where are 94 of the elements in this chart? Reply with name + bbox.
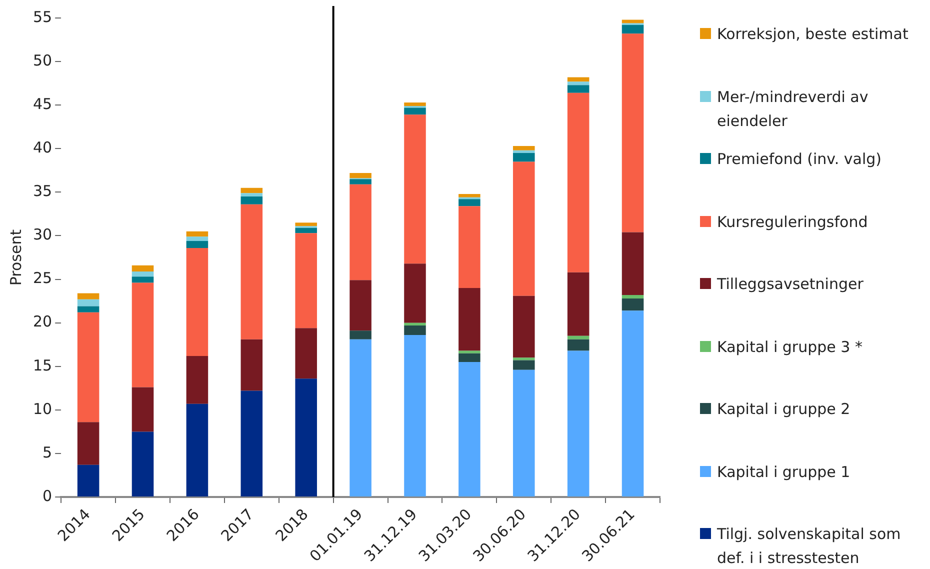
bar [458,350,480,354]
bar [240,204,263,340]
bar [295,233,317,328]
bar [458,206,480,288]
y-tick-label: 10 [32,400,52,418]
bar [622,298,644,311]
bar [622,24,644,34]
legend-label: Tilgj. solvenskapital som def. i i stresstesten [717,524,902,569]
bar [186,248,208,356]
bar [567,85,590,93]
y-tick-label: 5 [42,443,52,462]
bar [404,264,426,323]
bar [186,240,208,248]
bar [512,360,535,370]
bar [77,293,100,300]
y-tick-label: 30 [32,226,52,244]
bar [132,265,154,272]
bar [458,194,480,198]
bar [567,350,590,497]
y-tick-label: 45 [32,94,52,113]
bar [350,339,372,497]
bar [404,322,426,326]
bar [295,228,317,234]
bar [350,173,372,178]
legend-label: Tilleggsavsetninger [717,274,864,295]
bar [350,184,372,280]
legend-label: Kapital i gruppe 2 [717,399,850,420]
bar [186,404,208,497]
bar [622,232,644,295]
bar [350,179,372,184]
bar [512,153,535,162]
bar [512,150,535,153]
bar [512,296,535,358]
bar [622,34,644,232]
bar [240,188,263,194]
legend-label: Premiefond (inv. valg) [717,149,882,170]
legend-label: Mer-/mindreverdi av eiendeler [717,86,870,132]
y-tick-label: 15 [32,356,52,374]
bar [567,92,590,272]
y-tick-label: 0 [42,486,52,505]
bar [77,312,100,422]
y-tick-label: 35 [32,182,52,200]
bar [132,282,154,388]
bar [404,335,426,497]
bar [404,108,426,115]
legend-label: Kapital i gruppe 3 * [717,336,862,358]
bar [567,82,590,86]
bar [404,114,426,264]
bar [186,236,208,241]
bar [512,358,535,360]
bar [77,422,100,465]
y-tick-label: 20 [32,312,52,331]
y-tick-label: 55 [32,8,52,26]
bar [458,288,480,351]
y-tick-label: 50 [32,51,52,70]
y-axis-title: Prosent [6,229,25,286]
bar [567,339,590,351]
bar [458,362,480,497]
bar [186,356,208,404]
bar [77,299,100,306]
bar [240,196,263,204]
bar [404,325,426,336]
bar [350,330,372,340]
bar [132,387,154,432]
bar [295,378,317,497]
bar [132,432,154,497]
y-tick-label: 25 [32,269,52,288]
bar [458,199,480,206]
bar [622,20,644,24]
legend-label: Korreksjon, beste estimat [717,24,908,45]
bar [567,272,590,336]
bar [622,310,644,497]
bar [567,336,590,340]
bar [295,222,317,226]
bar [458,353,480,362]
bar [77,464,100,497]
bar [295,328,317,379]
bar [240,390,263,497]
bar [132,271,154,277]
bar [77,306,100,312]
bar [186,231,208,237]
bar [512,162,535,296]
bar [350,280,372,331]
y-tick-label: 40 [32,138,52,157]
bar [240,339,263,391]
bar [132,276,154,283]
legend-label: Kursreguleringsfond [717,212,868,232]
bar [240,193,263,197]
legend-label: Kapital i gruppe 1 [717,462,850,482]
bar [512,370,535,497]
bar [512,146,535,150]
bar [567,77,590,82]
bar [404,102,426,106]
bar [622,294,644,298]
